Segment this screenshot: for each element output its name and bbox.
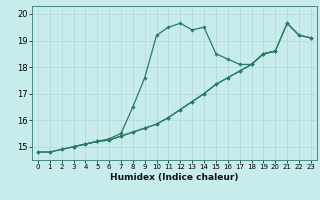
X-axis label: Humidex (Indice chaleur): Humidex (Indice chaleur) (110, 173, 239, 182)
